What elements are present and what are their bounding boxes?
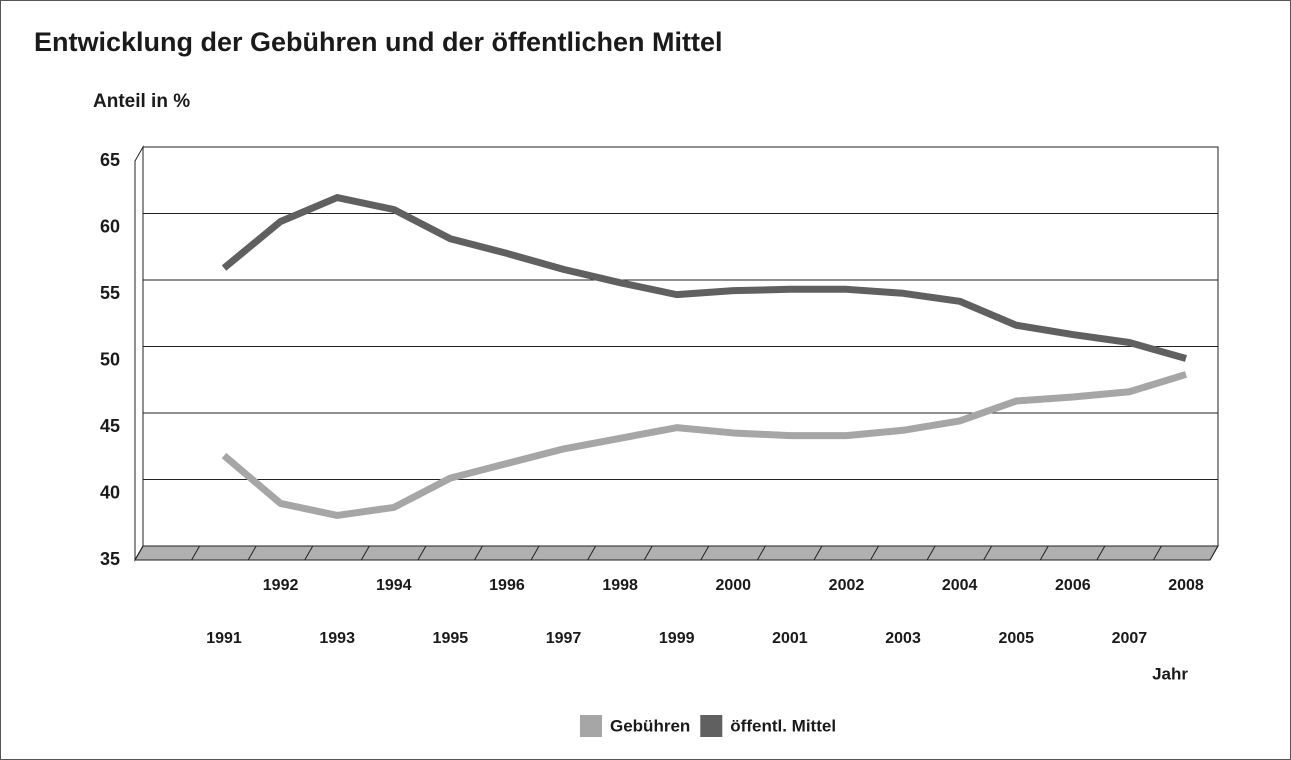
- x-tick-label: 1995: [433, 630, 469, 647]
- x-tick-label: 1997: [546, 630, 582, 647]
- floor-divider: [530, 545, 540, 561]
- x-tick-label: 2008: [1168, 577, 1204, 594]
- x-tick-label: 1999: [659, 630, 695, 647]
- series-line: [221, 194, 1187, 362]
- floor-divider: [870, 545, 879, 561]
- floor-divider: [417, 545, 427, 561]
- chart-title: Entwicklung der Gebühren und der öffentl…: [34, 27, 723, 57]
- y-tick-label: 45: [100, 416, 120, 436]
- floor-divider: [756, 545, 766, 561]
- x-tick-label: 1998: [602, 577, 638, 594]
- floor-divider: [474, 545, 483, 561]
- legend-swatch: [580, 715, 602, 737]
- legend-swatch: [700, 715, 723, 737]
- x-tick-label: 1991: [206, 630, 242, 647]
- y-axis-label: Anteil in %: [93, 91, 190, 112]
- x-tick-label: 2003: [885, 630, 921, 647]
- y-tick-label: 60: [100, 216, 120, 236]
- y-tick-label: 40: [100, 482, 120, 502]
- floor-divider: [813, 545, 823, 561]
- floor-divider: [700, 545, 710, 561]
- x-tick-label: 2000: [715, 577, 751, 594]
- x-tick-label: 2006: [1055, 577, 1091, 594]
- floor-divider: [247, 545, 257, 561]
- floor-divider: [1209, 545, 1219, 561]
- floor-divider: [304, 545, 314, 561]
- x-tick-label: 1996: [489, 577, 525, 594]
- x-tick-label: 2002: [829, 577, 865, 594]
- x-tick-label: 2007: [1112, 630, 1148, 647]
- floor-divider: [134, 545, 144, 561]
- x-tick-label: 2001: [772, 630, 808, 647]
- x-tick-label: 2004: [942, 577, 978, 594]
- floor-divider: [1152, 545, 1162, 561]
- y-tick-label: 65: [100, 150, 120, 170]
- legend-label: öffentl. Mittel: [730, 716, 836, 735]
- floor-divider: [360, 545, 370, 561]
- legend-label: Gebühren: [610, 716, 690, 735]
- floor-divider: [191, 545, 201, 561]
- floor-divider: [926, 545, 936, 561]
- y-tick-label: 55: [100, 283, 120, 303]
- floor-divider: [983, 545, 993, 561]
- floor-divider: [643, 545, 653, 561]
- x-tick-label: 1993: [319, 630, 355, 647]
- floor-divider: [1039, 545, 1049, 561]
- x-tick-label: 1992: [263, 577, 299, 594]
- y-tick-label: 35: [100, 549, 120, 569]
- y-tick-label: 50: [100, 349, 120, 369]
- series-line: [221, 371, 1188, 519]
- left-wall: [134, 145, 144, 562]
- floor-divider: [587, 545, 597, 561]
- x-tick-label: 2005: [998, 630, 1034, 647]
- floor: [134, 545, 1219, 561]
- x-axis-label: Jahr: [1152, 664, 1188, 683]
- x-tick-label: 1994: [376, 577, 412, 594]
- floor-divider: [1096, 545, 1106, 561]
